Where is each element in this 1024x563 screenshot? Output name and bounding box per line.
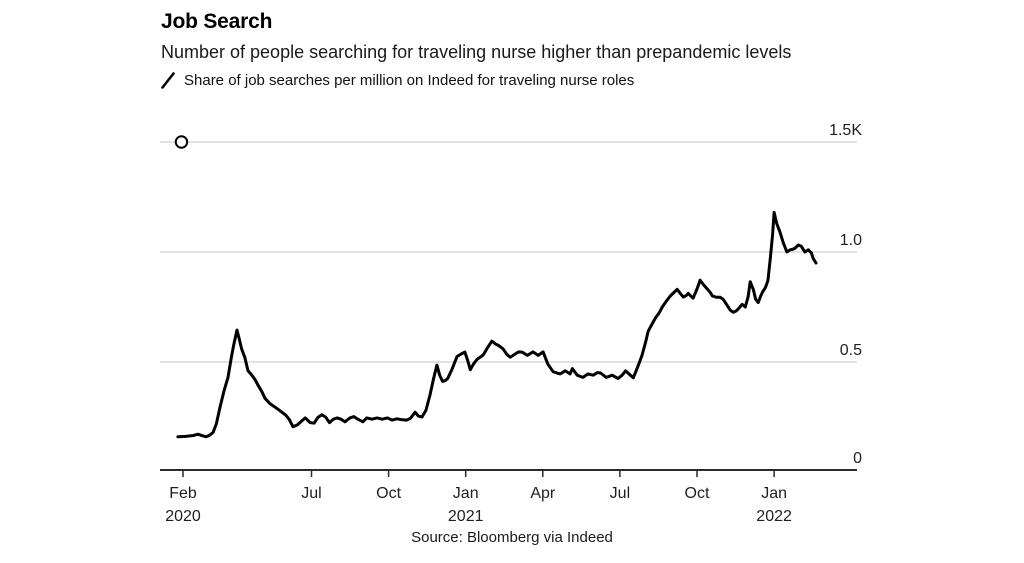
line-series-slash-icon — [161, 72, 175, 89]
x-axis-label-oct: Oct — [685, 485, 710, 502]
series-line — [176, 210, 818, 439]
x-axis-label-jul: Jul — [610, 485, 630, 502]
chart-subtitle: Number of people searching for traveling… — [161, 42, 792, 62]
scrubber-handle[interactable] — [174, 135, 189, 149]
y-axis-label-1.5K: 1.5K — [829, 122, 862, 139]
x-axis-label-jan: Jan — [761, 485, 787, 502]
x-axis-label-apr: Apr — [530, 485, 556, 502]
x-axis-label-oct: Oct — [376, 485, 401, 502]
x-axis-year-label-2022: 2022 — [756, 508, 792, 525]
y-axis-label-0.5: 0.5 — [840, 342, 862, 359]
x-axis-year-label-2020: 2020 — [165, 508, 201, 525]
y-axis-label-0: 0 — [853, 450, 862, 467]
x-axis-label-jul: Jul — [301, 485, 321, 502]
legend: Share of job searches per million on Ind… — [161, 72, 861, 89]
chart-header: Job Search Number of people searching fo… — [161, 9, 861, 89]
source-note: Source: Bloomberg via Indeed — [411, 529, 613, 546]
legend-label: Share of job searches per million on Ind… — [184, 72, 635, 89]
x-axis-label-feb: Feb — [169, 485, 197, 502]
chart-title: Job Search — [161, 10, 273, 33]
y-axis-label-1.0: 1.0 — [840, 232, 862, 249]
x-axis-label-jan: Jan — [453, 485, 479, 502]
x-axis-year-label-2021: 2021 — [448, 508, 484, 525]
